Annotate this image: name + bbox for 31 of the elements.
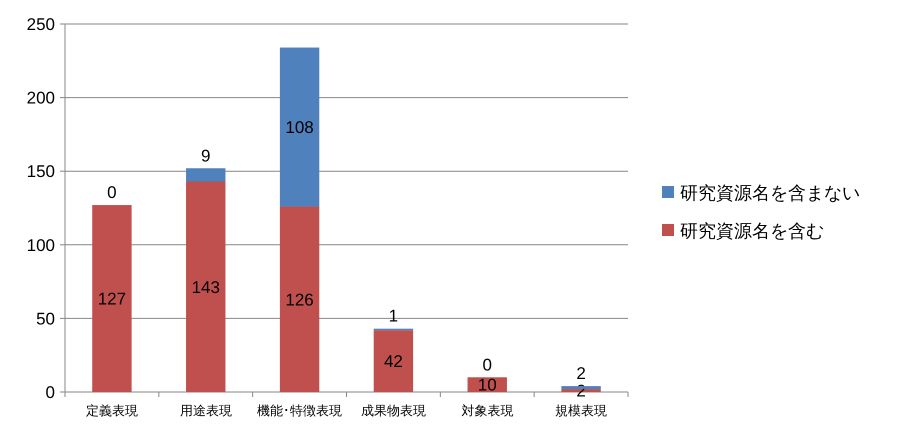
- data-label: 9: [201, 146, 210, 166]
- y-tick-label: 50: [36, 309, 55, 328]
- bar: [186, 182, 226, 392]
- x-tick-label: 機能･特徴表現: [257, 403, 342, 418]
- bar: [280, 48, 320, 207]
- x-tick-label: 対象表現: [461, 403, 514, 418]
- y-tick-label: 100: [26, 236, 55, 255]
- y-tick-label: 250: [26, 15, 55, 34]
- x-tick-label: 定義表現: [86, 403, 138, 418]
- data-label: 2: [576, 364, 586, 384]
- data-label: 0: [482, 355, 492, 374]
- data-label: 127: [98, 290, 126, 309]
- data-label: 108: [285, 118, 314, 138]
- x-tick-label: 用途表現: [180, 403, 232, 418]
- bar: [186, 168, 226, 182]
- bar: [92, 205, 132, 392]
- data-label: 0: [107, 183, 117, 202]
- bar: [280, 206, 320, 392]
- x-tick-label: 規模表現: [555, 403, 608, 418]
- legend-label: 研究資源名を含む: [680, 221, 824, 241]
- y-tick-label: 200: [26, 88, 55, 108]
- bar: [374, 330, 414, 392]
- legend-label: 研究資源名を含まない: [680, 183, 860, 203]
- x-tick-label: 成果物表現: [360, 403, 426, 418]
- data-label: 143: [192, 278, 220, 297]
- y-tick-label: 0: [46, 383, 55, 402]
- data-label: 10: [478, 376, 497, 395]
- data-label: 42: [384, 352, 403, 372]
- data-label: 126: [285, 290, 314, 310]
- y-tick-label: 150: [26, 162, 55, 182]
- data-label: 1: [388, 306, 398, 326]
